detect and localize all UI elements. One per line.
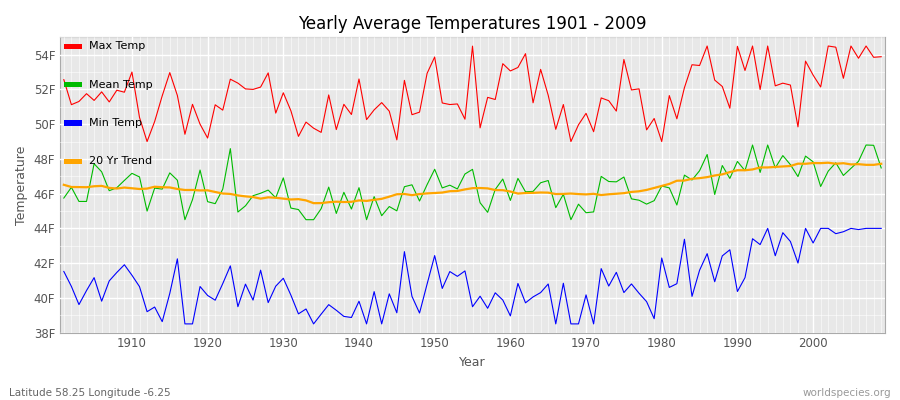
Text: 20 Yr Trend: 20 Yr Trend <box>89 156 152 166</box>
FancyBboxPatch shape <box>64 82 82 87</box>
Text: Latitude 58.25 Longitude -6.25: Latitude 58.25 Longitude -6.25 <box>9 388 171 398</box>
FancyBboxPatch shape <box>64 120 82 126</box>
Text: worldspecies.org: worldspecies.org <box>803 388 891 398</box>
Title: Yearly Average Temperatures 1901 - 2009: Yearly Average Temperatures 1901 - 2009 <box>298 15 647 33</box>
Text: Min Temp: Min Temp <box>89 118 142 128</box>
X-axis label: Year: Year <box>459 356 486 369</box>
Text: Mean Temp: Mean Temp <box>89 80 152 90</box>
FancyBboxPatch shape <box>64 159 82 164</box>
Text: Max Temp: Max Temp <box>89 41 145 51</box>
FancyBboxPatch shape <box>64 44 82 49</box>
Y-axis label: Temperature: Temperature <box>15 145 28 225</box>
